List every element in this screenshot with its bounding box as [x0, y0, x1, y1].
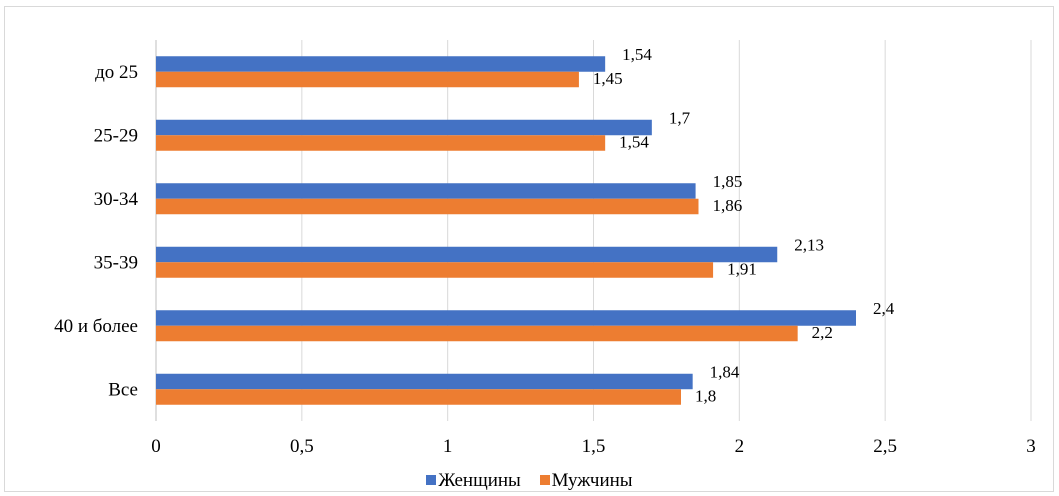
- bar-women-5: [156, 373, 693, 390]
- bar-men-4: [156, 325, 798, 342]
- category-label-2: 30-34: [94, 189, 139, 210]
- bar-women-0: [156, 56, 606, 72]
- x-tick-label-2: 1: [443, 436, 453, 457]
- legend-label-women: Женщины: [438, 470, 521, 491]
- legend: Женщины Мужчины: [0, 470, 1059, 492]
- data-label-women-2: 1,85: [713, 172, 743, 191]
- bar-men-1: [156, 135, 606, 151]
- bar-women-2: [156, 183, 696, 199]
- x-tick-label-0: 0: [151, 436, 161, 457]
- data-label-men-1: 1,54: [619, 132, 649, 151]
- bar-men-2: [156, 198, 699, 215]
- legend-item-women: Женщины: [426, 470, 521, 492]
- bar-men-0: [156, 71, 579, 88]
- x-tick-label-4: 2: [735, 436, 745, 457]
- data-label-men-3: 1,91: [727, 259, 757, 278]
- bar-women-3: [156, 246, 778, 263]
- data-label-men-4: 2,2: [812, 323, 833, 342]
- bar-women-4: [156, 310, 856, 326]
- x-tick-label-6: 3: [1026, 436, 1036, 457]
- category-label-1: 25-29: [94, 125, 138, 146]
- category-label-5: Все: [108, 379, 138, 400]
- data-label-men-2: 1,86: [713, 196, 743, 215]
- data-label-women-1: 1,7: [669, 108, 691, 127]
- x-tick-label-5: 2,5: [873, 436, 897, 457]
- bar-women-1: [156, 119, 652, 136]
- bar-men-3: [156, 262, 714, 278]
- data-label-women-5: 1,84: [710, 362, 740, 381]
- x-tick-label-1: 0,5: [290, 436, 314, 457]
- category-label-4: 40 и более: [54, 316, 138, 337]
- legend-item-men: Мужчины: [539, 470, 633, 492]
- data-label-women-0: 1,54: [622, 45, 652, 64]
- category-label-0: до 25: [95, 62, 138, 83]
- x-tick-label-3: 1,5: [582, 436, 606, 457]
- legend-swatch-women: [426, 475, 437, 485]
- category-label-3: 35-39: [94, 252, 138, 273]
- legend-label-men: Мужчины: [551, 470, 633, 491]
- data-label-men-5: 1,8: [695, 386, 716, 405]
- bar-men-5: [156, 389, 681, 405]
- data-label-women-4: 2,4: [873, 299, 895, 318]
- legend-swatch-men: [539, 475, 550, 485]
- data-label-women-3: 2,13: [794, 235, 824, 254]
- data-label-men-0: 1,45: [593, 69, 623, 88]
